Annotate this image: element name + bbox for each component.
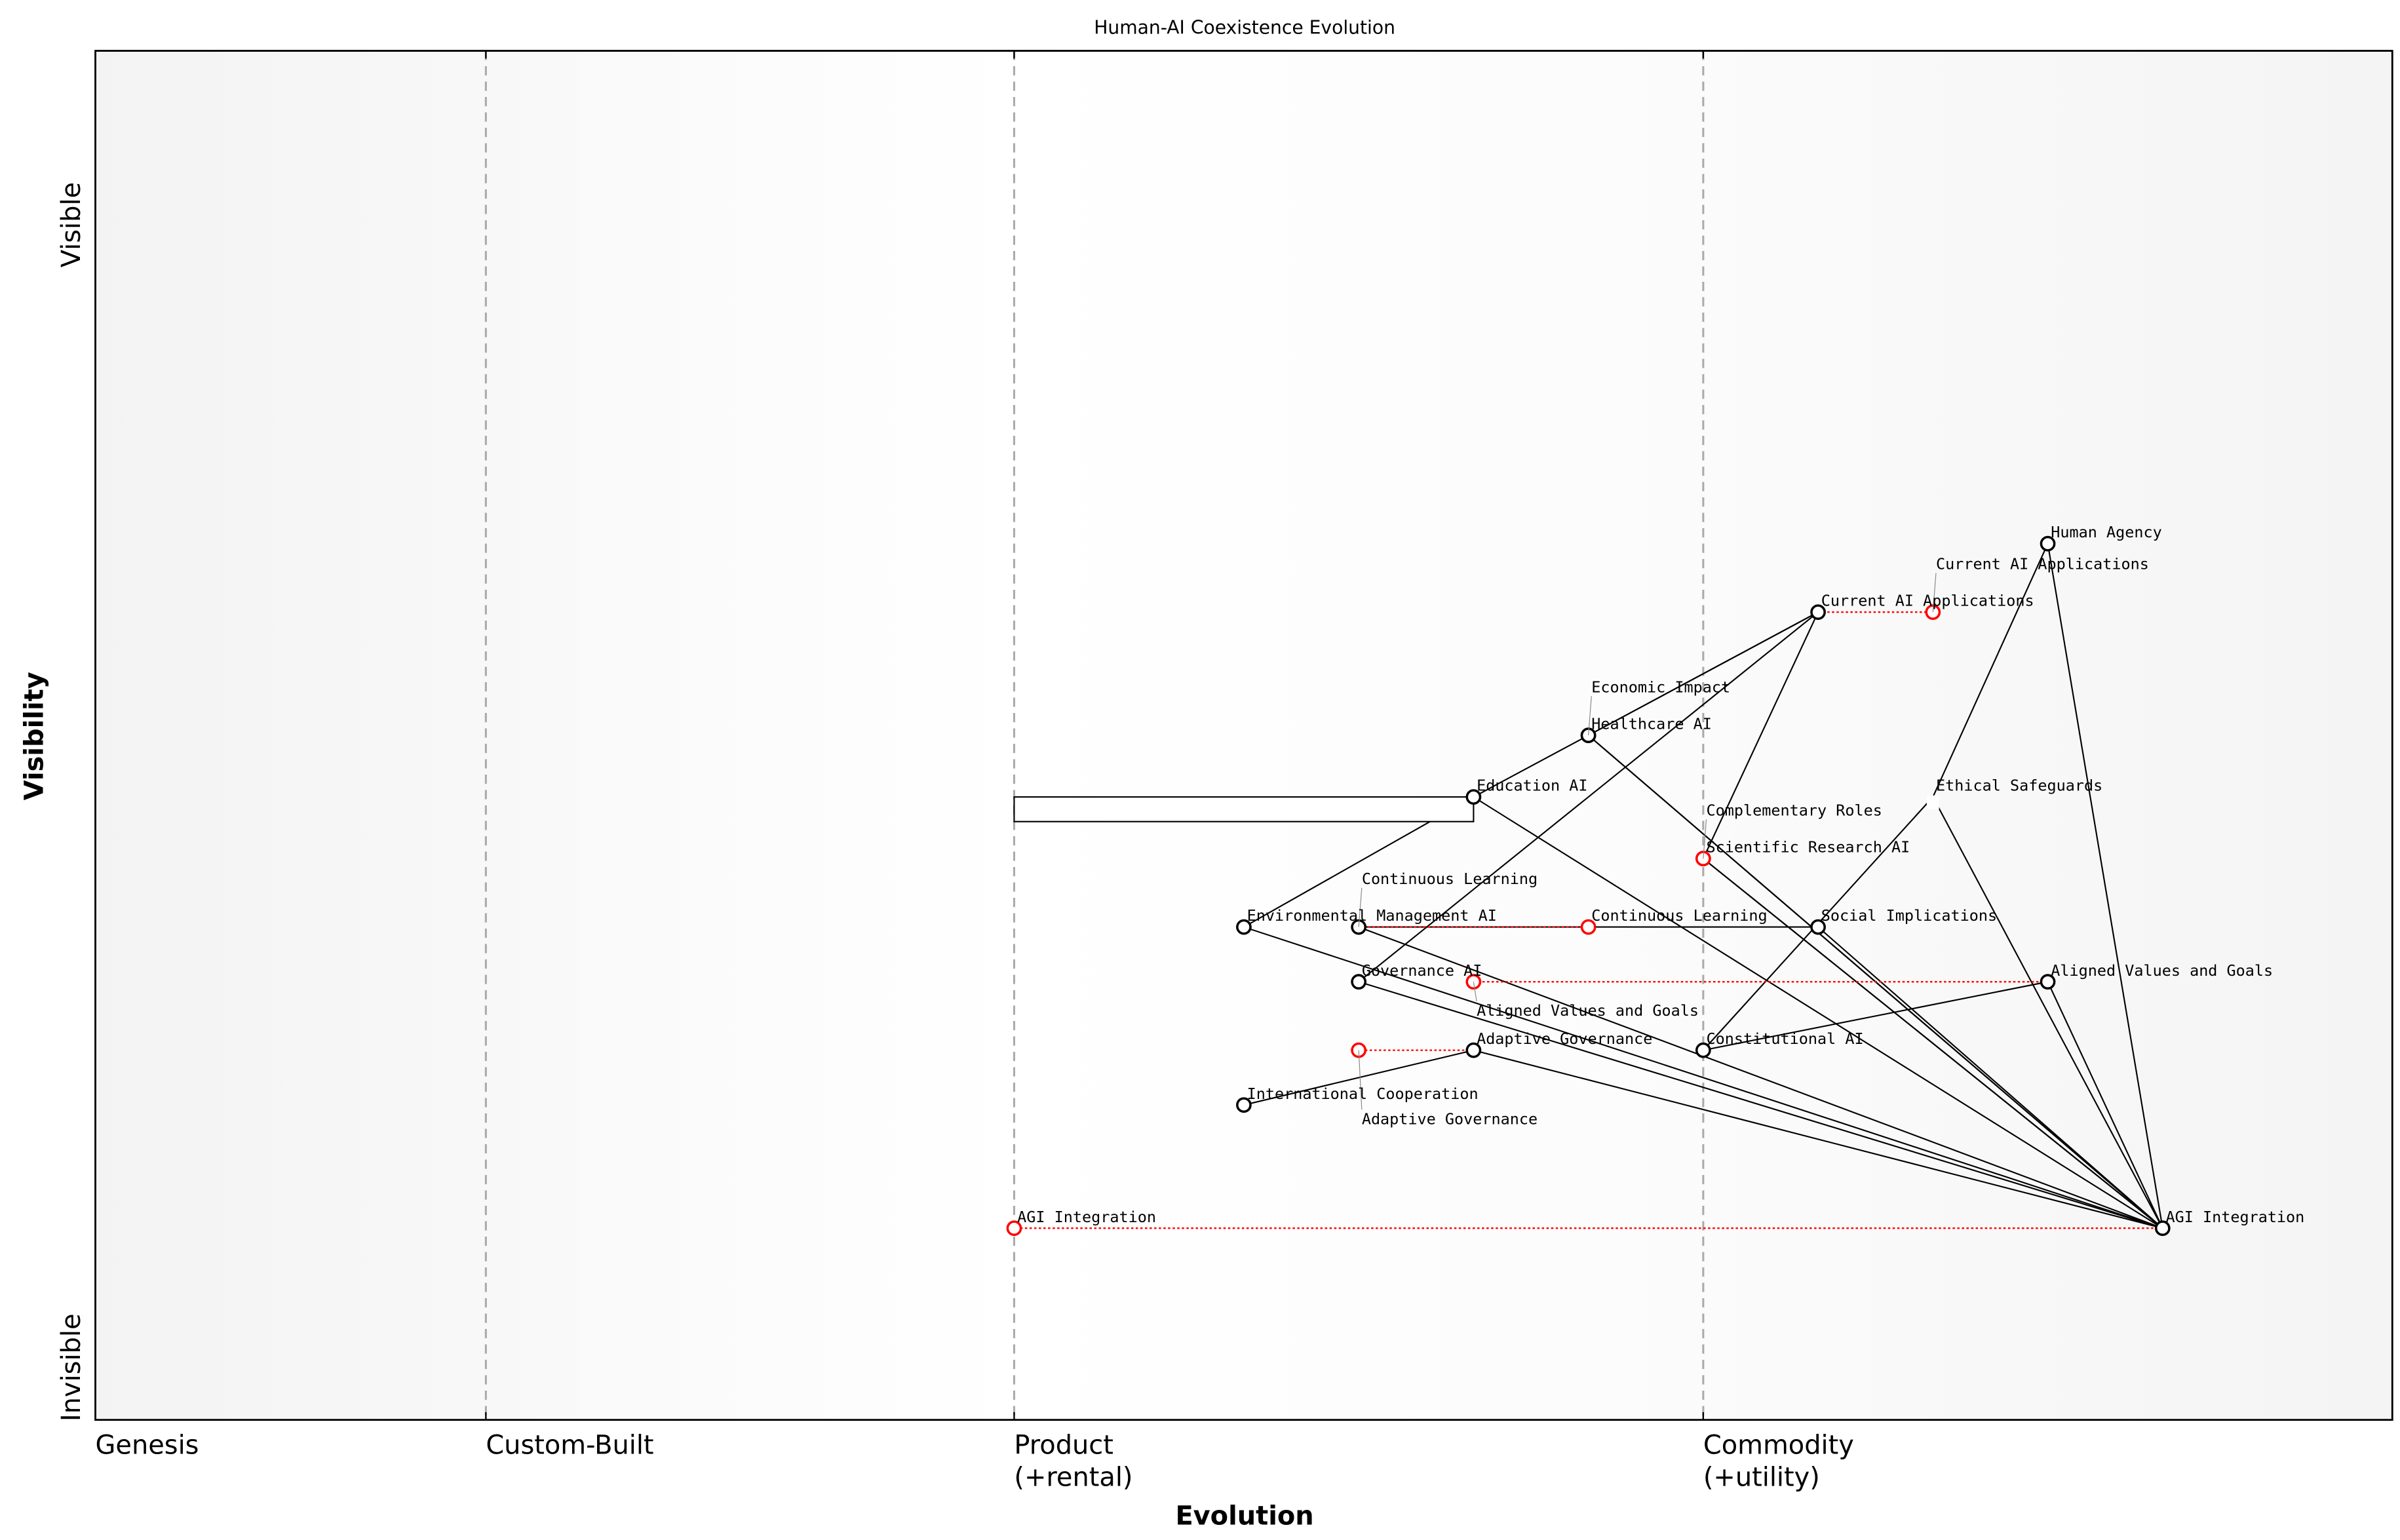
dependency-link	[1243, 926, 2163, 1229]
component-marker[interactable]	[1236, 1097, 1252, 1113]
component-label: Education AI	[1477, 777, 1587, 795]
component-marker[interactable]	[1695, 1042, 1711, 1058]
stage-label: Genesis	[96, 1430, 199, 1460]
dependency-link	[1588, 611, 1819, 737]
y-axis-bottom-label: Invisible	[56, 1313, 87, 1421]
component-label: AGI Integration	[2165, 1208, 2304, 1226]
component-label: Current AI Applications	[1821, 592, 2034, 610]
component-label: Economic Impact	[1591, 678, 1730, 696]
component-marker[interactable]	[1465, 1042, 1482, 1058]
dependency-link	[1932, 796, 2163, 1229]
component-label: Healthcare AI	[1591, 715, 1712, 733]
component-marker[interactable]	[1351, 974, 1366, 990]
y-axis-top-label: Visible	[56, 182, 87, 267]
dependency-link	[1358, 611, 1819, 982]
component-label: Adaptive Governance	[1477, 1030, 1652, 1048]
component-label: International Cooperation	[1247, 1085, 1479, 1103]
dependency-link	[1473, 796, 2163, 1229]
dependency-link	[1932, 543, 2049, 798]
component-label: Governance AI	[1362, 961, 1482, 980]
evolved-component-marker[interactable]	[1006, 1220, 1022, 1237]
component-marker[interactable]	[1810, 919, 1826, 935]
dependency-link	[1473, 735, 1589, 798]
stage-label: (+utility)	[1703, 1463, 1820, 1493]
dependency-link	[1702, 611, 1819, 859]
stage-label: Commodity	[1703, 1430, 1854, 1460]
evolved-component-label: Adaptive Governance	[1362, 1109, 1538, 1128]
plot-frame	[94, 50, 2393, 1421]
component-marker[interactable]	[1236, 919, 1252, 935]
component-label: Complementary Roles	[1707, 801, 1882, 819]
evolved-component-marker[interactable]	[1580, 919, 1597, 935]
component-marker[interactable]	[2040, 535, 2056, 552]
pipeline-box[interactable]	[1013, 796, 1475, 822]
component-marker[interactable]	[1580, 727, 1597, 743]
label-leader-line	[1358, 887, 1363, 927]
evolved-component-label: Aligned Values and Goals	[1477, 1001, 1699, 1020]
label-leader-line	[1358, 1050, 1363, 1110]
stage-label: Custom-Built	[486, 1430, 653, 1460]
y-axis-label: Visibility	[20, 672, 50, 800]
x-axis-label: Evolution	[1175, 1501, 1313, 1531]
dependency-link	[1703, 981, 2048, 1051]
component-label: Continuous Learning	[1362, 870, 1538, 888]
component-marker[interactable]	[1926, 795, 1939, 809]
evolved-component-marker[interactable]	[1925, 604, 1941, 620]
component-marker[interactable]	[1465, 789, 1482, 805]
stage-label: Product	[1014, 1430, 1113, 1460]
plot-area	[95, 50, 2393, 1420]
component-marker[interactable]	[1810, 604, 1826, 620]
component-label: Human Agency	[2051, 523, 2161, 541]
component-label: Environmental Management AI	[1247, 906, 1497, 925]
dependency-link	[1703, 858, 2163, 1229]
dependency-link	[1473, 1049, 2163, 1229]
dependency-link	[2047, 543, 2163, 1229]
evolved-component-label: AGI Integration	[1017, 1208, 1156, 1226]
label-leader-line	[1588, 696, 1592, 736]
component-marker[interactable]	[2040, 974, 2056, 990]
dependency-link	[1358, 981, 2163, 1229]
dependency-link	[1243, 1049, 1474, 1106]
stage-label: (+rental)	[1014, 1463, 1132, 1493]
label-leader-line	[1473, 982, 1477, 1001]
dependency-link	[2047, 981, 2163, 1229]
dependency-link	[1817, 926, 2163, 1229]
component-label: Social Implications	[1821, 906, 1997, 925]
map-title: Human-AI Coexistence Evolution	[1094, 17, 1395, 39]
evolved-component-label: Current AI Applications	[1936, 554, 2149, 573]
component-label: Aligned Values and Goals	[2051, 961, 2273, 980]
component-label: Ethical Safeguards	[1936, 777, 2102, 795]
label-leader-line	[1932, 573, 1937, 613]
label-leader-line	[1703, 819, 1707, 859]
component-marker[interactable]	[2154, 1220, 2171, 1237]
evolved-component-label: Continuous Learning	[1591, 906, 1767, 925]
dependency-link	[1358, 926, 2163, 1229]
component-label: Scientific Research AI	[1707, 838, 1910, 857]
component-label: Constitutional AI	[1707, 1030, 1864, 1048]
